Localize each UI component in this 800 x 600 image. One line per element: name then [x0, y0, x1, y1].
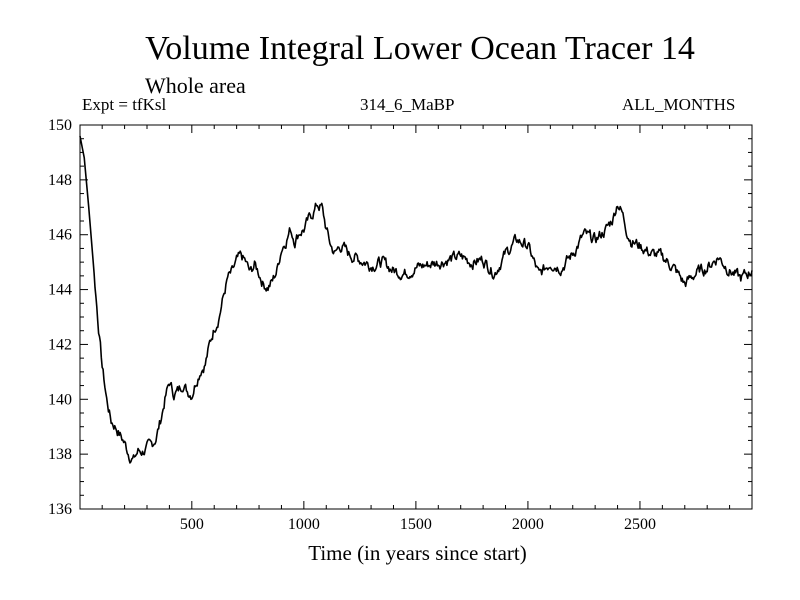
data-series — [79, 135, 753, 464]
plot-frame — [79, 124, 753, 510]
y-tick-label: 148 — [48, 172, 72, 189]
x-tick-label: 500 — [180, 516, 204, 533]
run-label: 314_6_MaBP — [360, 95, 455, 114]
series-line — [79, 135, 753, 464]
y-tick-label: 140 — [48, 391, 72, 408]
x-tick-label: 2500 — [624, 516, 656, 533]
chart-title: Volume Integral Lower Ocean Tracer 14 — [145, 30, 695, 67]
y-tick-label: 142 — [48, 336, 72, 353]
y-tick-label: 150 — [48, 117, 72, 134]
chart-subtitle: Whole area — [145, 73, 246, 98]
axis-ticks — [80, 124, 752, 510]
experiment-label: Expt = tfKsl — [82, 95, 167, 114]
axis-tick-labels: 500 1000 1500 2000 2500 136 138 140 142 144 146 148… — [48, 117, 656, 533]
x-tick-label: 1000 — [288, 516, 320, 533]
x-axis-label: Time (in years since start) — [308, 541, 527, 565]
y-tick-label: 146 — [48, 227, 72, 244]
period-label: ALL_MONTHS — [622, 95, 736, 114]
y-tick-label: 144 — [48, 282, 72, 299]
y-tick-label: 138 — [48, 446, 72, 463]
x-tick-label: 1500 — [400, 516, 432, 533]
x-tick-label: 2000 — [512, 516, 544, 533]
y-tick-label: 136 — [48, 501, 72, 518]
